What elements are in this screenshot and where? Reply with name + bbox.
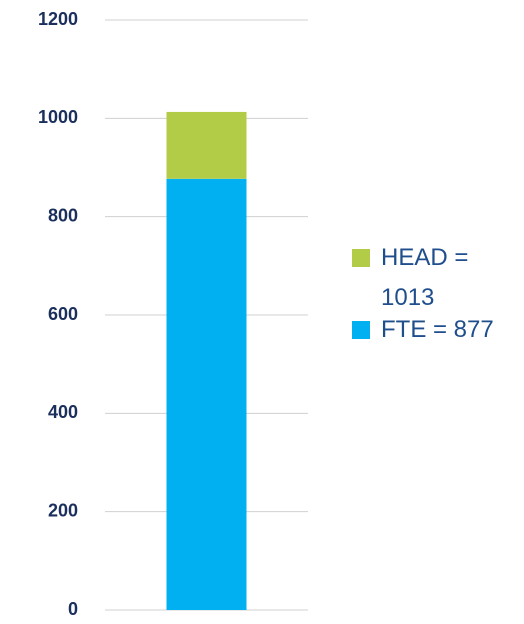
y-tick-label: 400	[48, 402, 78, 422]
bar-segment	[166, 178, 247, 610]
legend-label: FTE = 877	[381, 316, 494, 343]
legend-swatch	[352, 249, 370, 267]
y-tick-label: 200	[48, 500, 78, 520]
y-tick-label: 800	[48, 205, 78, 225]
legend-swatch	[352, 321, 370, 339]
legend-label: HEAD = 1013	[381, 244, 469, 311]
y-tick-label: 600	[48, 304, 78, 324]
y-tick-label: 0	[68, 599, 78, 619]
y-tick-label: 1000	[38, 107, 78, 127]
y-tick-label: 1200	[38, 9, 78, 29]
bar-segment	[166, 111, 247, 179]
